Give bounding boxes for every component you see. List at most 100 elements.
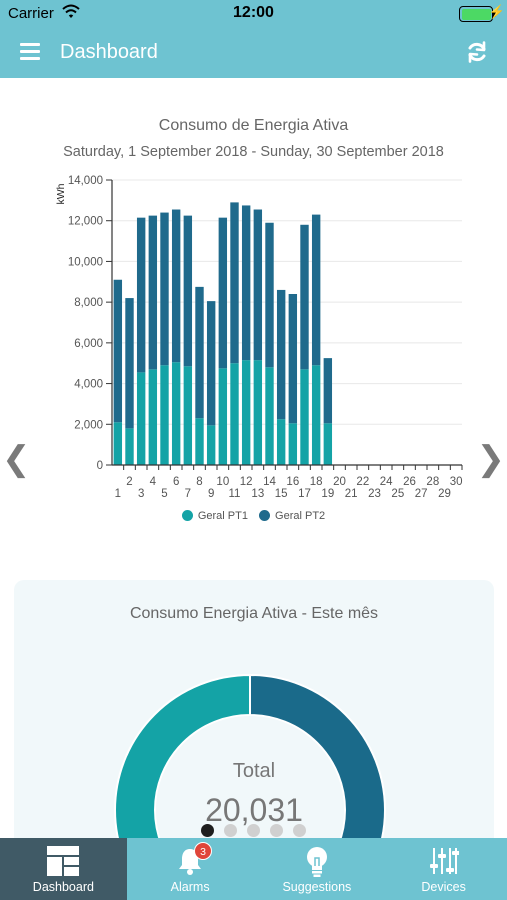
bar-pt1 (195, 418, 204, 465)
bar-pt2 (265, 222, 274, 368)
dashboard-icon (47, 846, 80, 879)
bar-pt2 (253, 209, 263, 361)
navbar: Dashboard (0, 28, 507, 78)
x-tick-label: 18 (310, 476, 323, 488)
bar-pt1 (300, 369, 309, 465)
legend-item-pt1[interactable]: Geral PT1 (181, 510, 248, 522)
bar-pt1 (323, 423, 333, 465)
bar-pt1 (113, 422, 123, 465)
bar-pt2 (311, 214, 321, 366)
bar-pt1 (230, 363, 239, 465)
bar-pt2 (136, 217, 146, 373)
x-tick-label: 5 (161, 488, 167, 500)
x-tick-label: 9 (208, 488, 214, 500)
x-tick-label: 29 (438, 488, 451, 500)
card-title: Consumo Energia Ativa - Este mês (129, 605, 379, 622)
bar-pt2 (300, 224, 309, 370)
donut-total-label: Total (232, 760, 276, 782)
x-tick-label: 15 (275, 488, 288, 500)
bar-pt2 (125, 298, 134, 429)
tab-label: Devices (421, 880, 466, 894)
x-tick-label: 28 (426, 476, 439, 488)
x-tick-label: 13 (251, 488, 264, 500)
page-dot[interactable] (270, 824, 283, 837)
tab-bar: Dashboard Alarms Suggestions (0, 838, 507, 900)
page-dot[interactable] (201, 824, 214, 837)
x-tick-label: 8 (196, 476, 202, 488)
page-dot[interactable] (293, 824, 306, 837)
bar-pt2 (206, 301, 216, 426)
tab-label: Alarms (170, 880, 210, 894)
x-tick-label: 17 (298, 488, 311, 500)
x-tick-label: 26 (403, 476, 416, 488)
tab-label: Dashboard (32, 880, 94, 894)
page-indicator[interactable] (0, 824, 507, 842)
carrier-label: Carrier (8, 5, 54, 22)
x-tick-label: 30 (450, 476, 463, 488)
x-tick-label: 4 (150, 476, 157, 488)
y-tick-label: 4,000 (74, 379, 103, 391)
x-tick-label: 27 (415, 488, 428, 500)
x-tick-label: 19 (321, 488, 334, 500)
battery-cap (493, 11, 496, 17)
bar-pt1 (171, 362, 181, 465)
bar-chart: 0 2,000 4,000 6,000 8,000 10,000 12,000 14,000k… (55, 175, 463, 500)
x-tick-label: 23 (368, 488, 381, 500)
bar-pt2 (183, 215, 193, 367)
bar-pt2 (171, 209, 181, 363)
bar-pt1 (288, 423, 298, 465)
bar-pt2 (288, 294, 298, 424)
y-axis-label: kWh (55, 183, 67, 204)
x-tick-label: 10 (216, 476, 229, 488)
x-tick-label: 24 (380, 476, 393, 488)
status-bar: Carrier 12:00 ⚡ (0, 0, 507, 28)
tab-devices[interactable]: Devices (380, 838, 507, 900)
previous-period-arrow[interactable]: ❮ (2, 440, 31, 478)
bar-pt1 (206, 425, 216, 465)
y-tick-label: 12,000 (68, 216, 103, 228)
x-tick-label: 16 (286, 476, 299, 488)
x-tick-label: 12 (240, 476, 253, 488)
legend-label: Geral PT1 (197, 510, 248, 522)
charging-icon: ⚡ (488, 4, 505, 19)
bar-pt1 (148, 369, 158, 465)
legend-dot (259, 510, 271, 521)
legend-dot (181, 510, 193, 521)
bar-pt1 (136, 372, 146, 465)
x-tick-label: 25 (391, 488, 404, 500)
bar-pt1 (218, 368, 228, 465)
energy-chart-section: Consumo de Energia Ativa Saturday, 1 Sep… (0, 78, 507, 578)
bar-pt2 (276, 289, 286, 420)
bar-pt2 (148, 215, 158, 370)
chart-subtitle: Saturday, 1 September 2018 - Sunday, 30 … (63, 144, 444, 160)
next-period-arrow[interactable]: ❯ (476, 440, 506, 478)
bar-pt2 (195, 286, 204, 419)
x-tick-label: 14 (263, 476, 276, 488)
bar-pt1 (253, 360, 263, 465)
legend-label: Geral PT2 (275, 510, 326, 522)
chart-legend: Geral PT1 Geral PT2 (0, 510, 507, 522)
x-tick-label: 11 (229, 488, 241, 500)
menu-icon[interactable] (20, 43, 40, 61)
tab-suggestions[interactable]: Suggestions (254, 838, 381, 900)
page-dot[interactable] (224, 824, 237, 837)
bar-pt1 (265, 367, 274, 465)
refresh-icon[interactable] (465, 40, 489, 64)
y-tick-label: 10,000 (68, 256, 103, 268)
y-tick-label: 2,000 (74, 419, 103, 431)
tab-alarms[interactable]: Alarms (127, 838, 254, 900)
bar-pt1 (125, 428, 134, 465)
x-tick-label: 7 (185, 488, 191, 500)
y-tick-label: 14,000 (68, 175, 103, 187)
battery-icon (459, 6, 493, 22)
bar-pt1 (183, 366, 193, 465)
page-title: Dashboard (60, 41, 158, 63)
page-dot[interactable] (247, 824, 260, 837)
clock: 12:00 (233, 4, 274, 21)
bar-pt1 (241, 360, 251, 465)
alarms-badge: 3 (194, 842, 212, 860)
bar-pt2 (241, 205, 251, 361)
legend-item-pt2[interactable]: Geral PT2 (259, 510, 325, 522)
lightbulb-icon (304, 846, 330, 881)
tab-dashboard[interactable]: Dashboard (0, 838, 127, 900)
